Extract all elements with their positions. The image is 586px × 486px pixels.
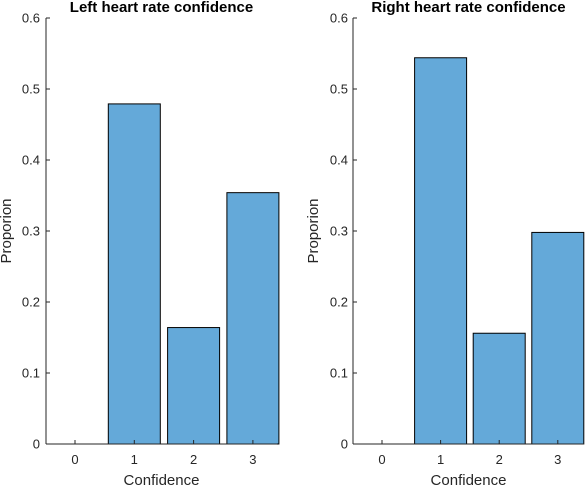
- chart-panel-left: 0 0.1 0.2 0.3 0.4 0.5 0.6 0 1 2 3 Left heart rate c…: [0, 0, 280, 486]
- y-tick-label: 0.5: [22, 82, 40, 97]
- y-tick-label: 0.3: [22, 224, 40, 239]
- chart-title: Right heart rate confidence: [371, 0, 565, 16]
- y-tick-label: 0.5: [330, 82, 348, 97]
- y-tick-label: 0.3: [330, 224, 348, 239]
- x-tick-label: 3: [554, 452, 561, 467]
- x-tick-label: 2: [496, 452, 503, 467]
- bar-1: [414, 57, 468, 445]
- chart-panel-right: 0 0.1 0.2 0.3 0.4 0.5 0.6 0 1 2 3 Right heart rate …: [305, 0, 585, 486]
- x-tick-label: 0: [71, 452, 78, 467]
- y-axis-label: Proporion: [305, 198, 322, 263]
- y-tick-label: 0.6: [330, 11, 348, 26]
- bar-2: [167, 327, 221, 445]
- y-tick-label: 0.2: [330, 295, 348, 310]
- x-tick-label: 1: [131, 452, 138, 467]
- y-tick-label: 0.4: [22, 153, 40, 168]
- y-tick-label: 0.2: [22, 295, 40, 310]
- y-axis-label: Proporion: [0, 198, 15, 263]
- bar-2: [472, 332, 526, 445]
- bar-3: [531, 231, 585, 445]
- x-tick-label: 3: [249, 452, 256, 467]
- chart-title: Left heart rate confidence: [70, 0, 253, 16]
- x-tick-label: 1: [437, 452, 444, 467]
- x-axis-label: Confidence: [124, 472, 200, 486]
- y-tick-label: 0: [33, 437, 40, 452]
- y-tick-label: 0: [341, 437, 348, 452]
- y-tick-label: 0.1: [330, 366, 348, 381]
- x-tick-label: 2: [190, 452, 197, 467]
- bar-3: [226, 192, 280, 445]
- x-axis-label: Confidence: [431, 472, 507, 486]
- y-tick-label: 0.1: [22, 366, 40, 381]
- y-tick-label: 0.6: [22, 11, 40, 26]
- x-tick-label: 0: [378, 452, 385, 467]
- y-tick-label: 0.4: [330, 153, 348, 168]
- bar-1: [107, 103, 161, 445]
